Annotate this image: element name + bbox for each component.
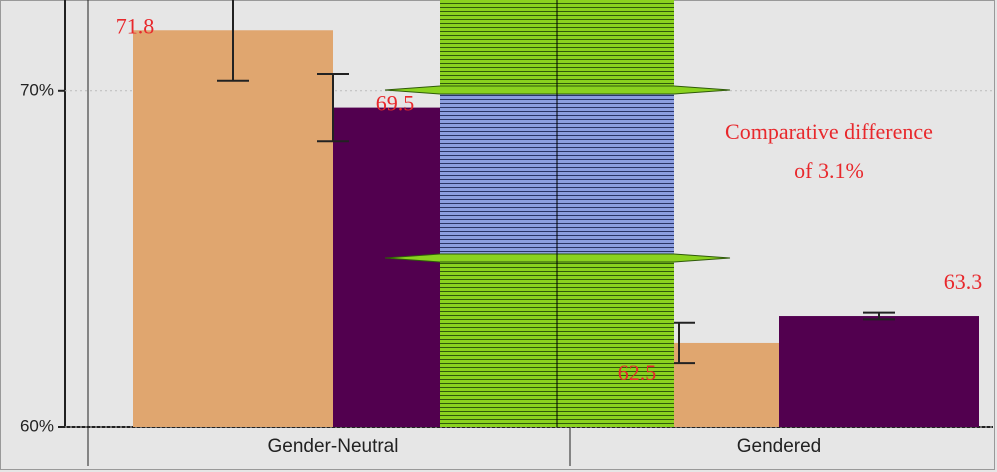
annotation: of 3.1% [794, 158, 864, 183]
overlay [384, 0, 731, 427]
labels: 60% 70% Gender-Neutral 71.8 69.5 Gendered 62.5… [20, 13, 982, 457]
x-tick-label: Gendered [737, 436, 822, 457]
error-bar [317, 72, 349, 143]
bar [779, 316, 979, 427]
value-label: 71.8 [116, 13, 155, 38]
bar [133, 30, 333, 428]
value-label: 69.5 [376, 91, 415, 116]
x-tick-label: Gender-Neutral [268, 436, 399, 457]
annotation: Comparative difference [725, 119, 933, 144]
value-label: 63.3 [944, 269, 983, 294]
y-tick-label: 60% [20, 416, 54, 435]
value-label: 62.5 [618, 360, 657, 385]
error-bar [217, 0, 249, 82]
error-bar [863, 311, 895, 321]
y-tick-label: 70% [20, 80, 54, 99]
